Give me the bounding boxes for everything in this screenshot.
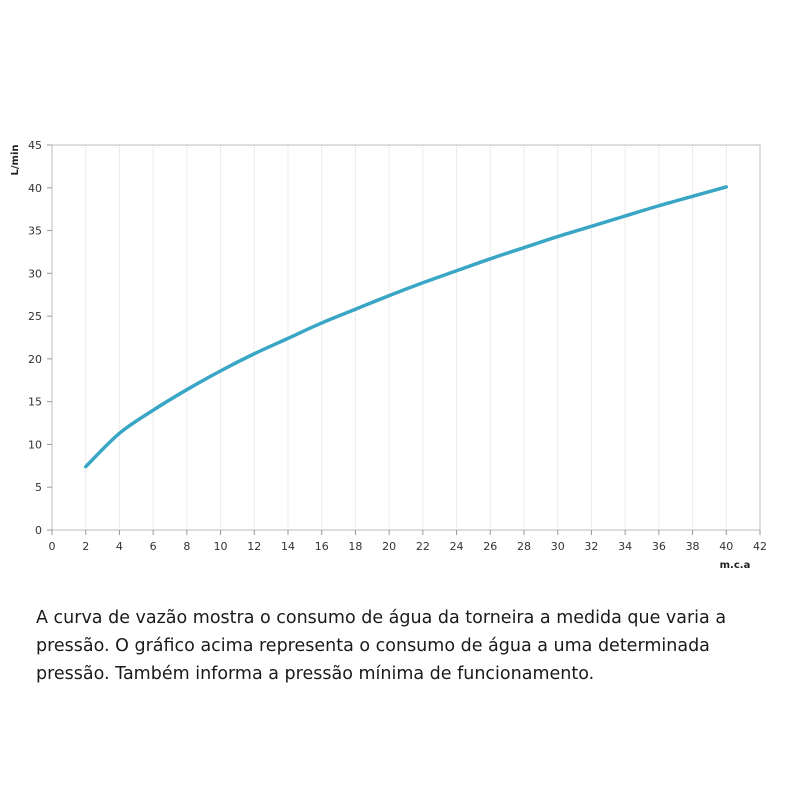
x-tick-label: 30 xyxy=(551,540,565,553)
tick-labels: 0 2 4 6 8 10 12 14 16 18 20 22 24 26 28 30 32 34 36 38 40 420… xyxy=(28,139,767,553)
x-tick-label: 0 xyxy=(49,540,56,553)
x-tick-label: 2 xyxy=(82,540,89,553)
y-axis-label: L/min xyxy=(10,145,21,176)
y-tick-label: 0 xyxy=(35,524,42,537)
y-tick-label: 35 xyxy=(28,225,42,238)
y-tick-label: 20 xyxy=(28,353,42,366)
y-tick-label: 15 xyxy=(28,396,42,409)
x-tick-label: 4 xyxy=(116,540,123,553)
x-tick-label: 6 xyxy=(150,540,157,553)
y-tick-label: 10 xyxy=(28,438,42,451)
series-layer xyxy=(83,185,729,469)
x-tick-label: 28 xyxy=(517,540,531,553)
x-tick-label: 8 xyxy=(183,540,190,553)
flow-series-line xyxy=(83,185,729,469)
x-tick-label: 32 xyxy=(584,540,598,553)
x-tick-label: 12 xyxy=(247,540,261,553)
x-tick-label: 16 xyxy=(315,540,329,553)
x-tick-label: 18 xyxy=(348,540,362,553)
x-tick-label: 34 xyxy=(618,540,632,553)
x-tick-label: 14 xyxy=(281,540,295,553)
y-tick-label: 45 xyxy=(28,139,42,152)
y-tick-label: 30 xyxy=(28,267,42,280)
x-tick-label: 20 xyxy=(382,540,396,553)
x-tick-label: 24 xyxy=(450,540,464,553)
y-tick-label: 25 xyxy=(28,310,42,323)
x-tick-label: 38 xyxy=(686,540,700,553)
x-tick-label: 36 xyxy=(652,540,666,553)
y-tick-label: 40 xyxy=(28,182,42,195)
x-axis-label: m.c.a xyxy=(720,560,751,571)
grid-lines xyxy=(51,145,761,530)
x-tick-label: 10 xyxy=(214,540,228,553)
x-tick-label: 40 xyxy=(719,540,733,553)
x-tick-label: 42 xyxy=(753,540,767,553)
chart-caption: A curva de vazão mostra o consumo de águ… xyxy=(36,608,727,684)
y-tick-label: 5 xyxy=(35,481,42,494)
flow-curve-chart: 0 2 4 6 8 10 12 14 16 18 20 22 24 26 28 30 32 34 36 38 40 420… xyxy=(10,139,767,571)
x-tick-label: 26 xyxy=(483,540,497,553)
x-tick-label: 22 xyxy=(416,540,430,553)
plot-area-border xyxy=(51,144,761,531)
